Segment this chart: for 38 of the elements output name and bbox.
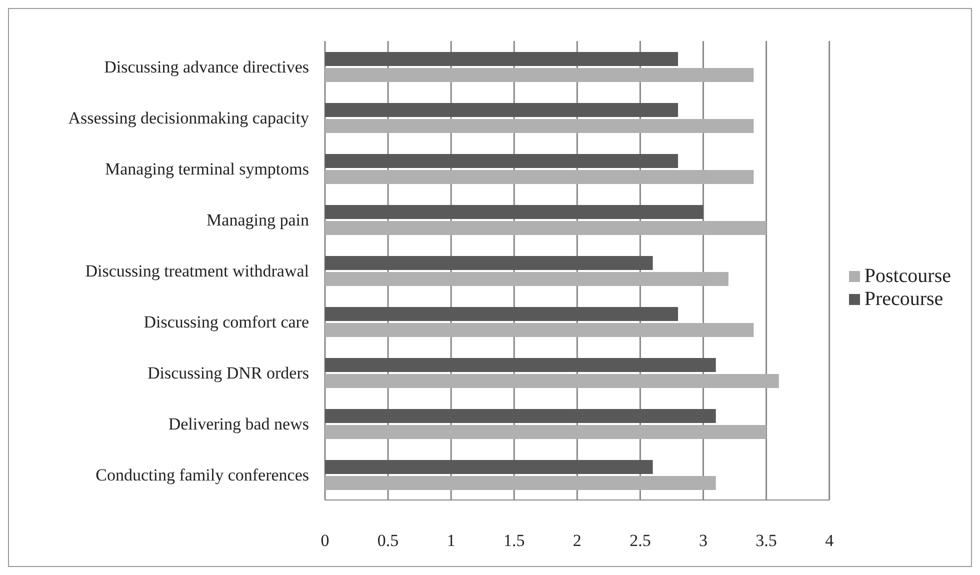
- x-tick-label: 3.5: [756, 531, 777, 550]
- y-tick-label: Delivering bad news: [168, 414, 309, 434]
- bar: [325, 358, 716, 372]
- x-tick-label: 1.5: [504, 531, 525, 550]
- bar: [325, 103, 678, 117]
- bar: [325, 460, 653, 474]
- y-tick-label: Managing pain: [206, 210, 310, 230]
- bar: [325, 205, 704, 219]
- bar: [325, 154, 678, 168]
- bar: [325, 425, 766, 439]
- bar: [325, 374, 779, 388]
- x-tick-label: 2.5: [630, 531, 651, 550]
- x-tick-label: 3: [698, 531, 708, 550]
- legend-label: Postcourse: [864, 264, 951, 286]
- x-tick-label: 0: [320, 531, 330, 550]
- bar: [325, 476, 716, 490]
- bar: [325, 68, 754, 82]
- y-tick-label: Conducting family conferences: [96, 466, 309, 485]
- y-tick-label: Managing terminal symptoms: [105, 160, 309, 179]
- x-tick-label: 1: [446, 531, 456, 550]
- x-tick-label: 2: [572, 531, 582, 550]
- x-tick-label: 0.5: [377, 531, 399, 550]
- bar: [325, 119, 754, 133]
- y-tick-label: Discussing advance directives: [104, 58, 309, 77]
- bar: [325, 256, 653, 270]
- x-tick-label: 4: [825, 531, 834, 550]
- bar: [325, 52, 678, 66]
- bar: [325, 170, 754, 184]
- y-tick-label: Discussing DNR orders: [148, 364, 309, 383]
- legend-label: Precourse: [864, 288, 944, 310]
- bar: [325, 307, 678, 321]
- bar: [325, 272, 728, 286]
- bar: [325, 221, 766, 235]
- bar: [325, 409, 716, 423]
- y-tick-label: Discussing treatment withdrawal: [85, 262, 310, 281]
- y-tick-label: Assessing decisionmaking capacity: [68, 108, 310, 128]
- bar: [325, 323, 754, 337]
- y-tick-label: Discussing comfort care: [144, 312, 309, 332]
